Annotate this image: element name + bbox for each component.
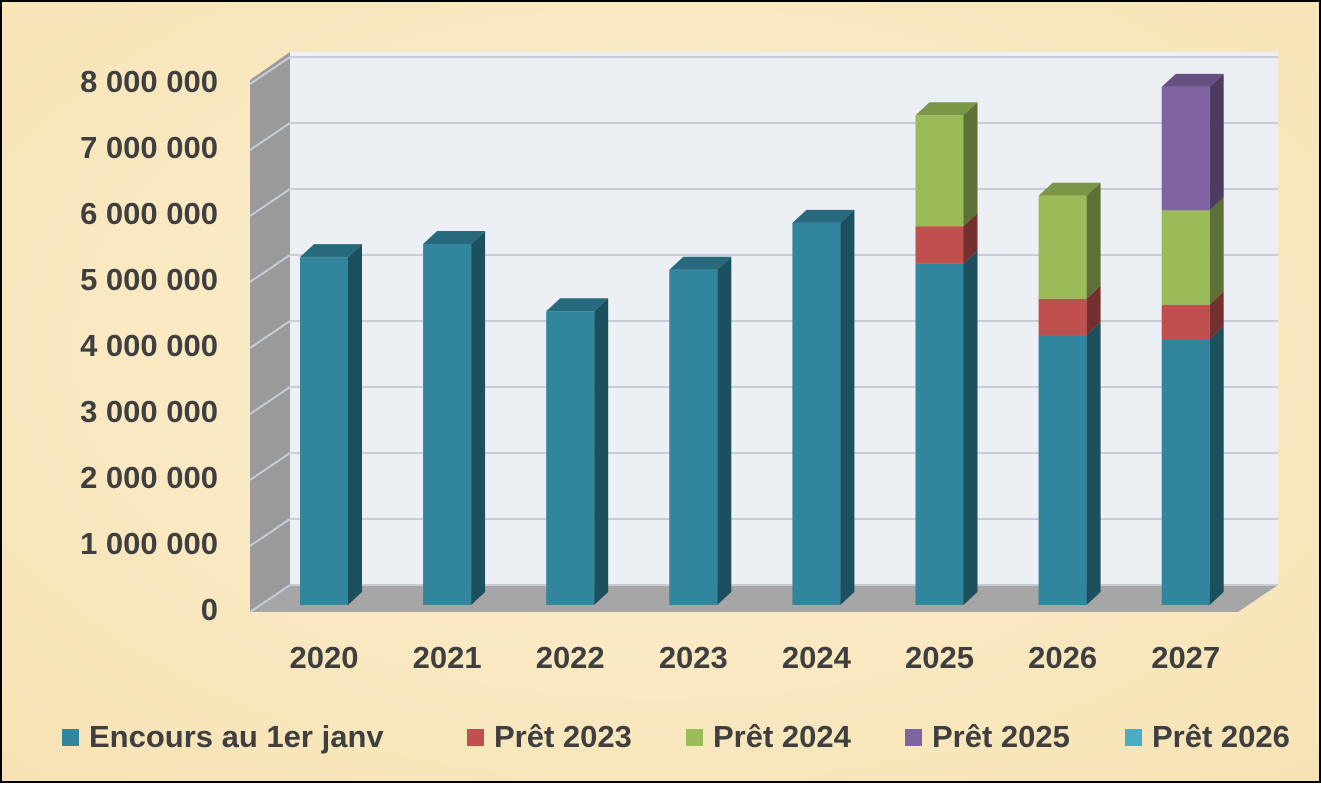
bar [669,269,718,605]
y-tick-label: 3 000 000 [80,394,218,429]
y-tick-label: 2 000 000 [80,460,218,495]
bar-side [1086,182,1101,299]
bar-side [348,244,362,605]
grid-line [249,452,291,481]
bar-top [1038,182,1101,196]
y-tick-label: 7 000 000 [80,130,218,165]
bar [423,243,472,606]
bar-side [1086,285,1101,336]
bar [1161,210,1210,305]
legend-label: Prêt 2025 [932,719,1070,754]
back-wall [290,52,1278,585]
grid-line [249,584,291,613]
bar-side [1086,322,1101,605]
grid-line [249,56,291,85]
legend-label: Prêt 2026 [1152,719,1290,754]
bar [792,222,841,606]
bar-top [915,102,978,116]
bar-top [1161,73,1224,87]
grid-line [249,188,291,217]
x-tick-label: 2027 [1151,640,1220,675]
legend-swatch [467,729,484,746]
bar-top [300,244,362,258]
bar-side [963,250,978,605]
x-tick-label: 2023 [659,640,728,675]
legend-label: Encours au 1er janv [89,719,384,754]
bar-side [963,102,978,227]
bar [1161,86,1210,211]
bar [915,263,964,605]
bar [1161,304,1210,340]
x-tick-label: 2024 [782,640,852,675]
bar [915,115,964,227]
bar-top [792,209,855,223]
floor [250,585,1278,612]
bar-side [1209,197,1224,305]
bar [1038,298,1087,336]
legend-swatch [1125,729,1142,746]
bar-side [1209,73,1224,211]
bar [1161,339,1210,605]
bar-top [546,298,609,312]
legend-swatch [62,729,79,746]
x-tick-label: 2021 [413,640,482,675]
x-tick-label: 2022 [536,640,605,675]
bar [1038,335,1087,605]
x-tick-label: 2025 [905,640,974,675]
x-tick-label: 2026 [1028,640,1097,675]
y-tick-label: 6 000 000 [80,196,218,231]
bar [1038,195,1087,299]
bar-side [1209,326,1224,605]
bar-top [423,230,486,244]
grid-line [249,122,291,151]
legend-swatch [905,729,922,746]
legend-label: Prêt 2023 [494,719,632,754]
legend-label: Prêt 2024 [713,719,852,754]
bar [915,226,964,264]
legend-swatch [686,729,703,746]
bar-side [717,256,732,605]
y-tick-label: 1 000 000 [80,526,218,561]
bar-top [669,256,732,270]
bar-side [840,209,855,606]
x-tick-label: 2020 [290,640,359,675]
bar-side [471,230,486,606]
bar [300,257,348,605]
y-tick-label: 4 000 000 [80,328,218,363]
grid-line [249,320,291,349]
bar-side [594,298,609,605]
side-wall [250,52,290,612]
bar-side [963,213,978,264]
grid-line [249,254,291,283]
grid-line [249,386,291,415]
y-tick-label: 0 [201,592,218,627]
y-tick-label: 5 000 000 [80,262,218,297]
grid-line [249,518,291,547]
bar [546,311,595,605]
bar-side [1209,291,1224,340]
y-tick-label: 8 000 000 [80,64,218,99]
